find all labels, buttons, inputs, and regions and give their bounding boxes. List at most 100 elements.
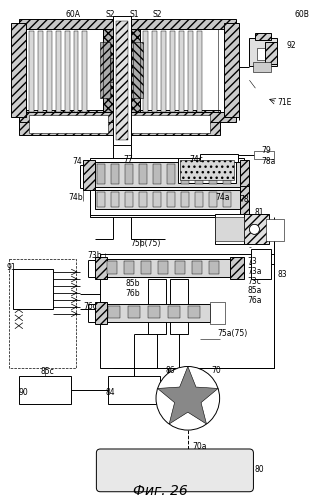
Bar [100,254,274,368]
Bar [95,190,240,210]
Bar [105,259,230,277]
Bar [95,162,240,186]
Text: 78a: 78a [262,157,276,166]
Bar [95,302,107,324]
Bar [143,30,148,112]
Bar [240,186,249,216]
Bar [249,38,277,66]
Bar [19,376,70,404]
Bar [158,261,168,274]
Bar [124,261,134,274]
Bar [26,28,103,112]
Text: 92: 92 [286,41,296,50]
Bar [266,220,284,241]
Bar [38,30,43,112]
Text: 90: 90 [19,388,29,397]
Bar [19,18,236,28]
Bar [167,164,175,184]
Text: S1: S1 [129,10,139,19]
Bar [148,279,166,334]
Bar [116,20,128,140]
Text: 80: 80 [255,466,264,474]
Bar [175,261,185,274]
Circle shape [178,388,198,408]
Bar [223,164,230,184]
Bar [265,42,277,64]
Text: 85b: 85b [126,280,140,288]
Bar [256,32,271,40]
Bar [120,58,130,82]
Text: S2: S2 [106,10,115,19]
Bar [111,192,119,208]
Bar [74,30,79,112]
Bar [120,110,220,135]
Text: 81: 81 [255,208,264,217]
Bar [97,164,105,184]
Text: Фиг. 26: Фиг. 26 [133,484,187,498]
Bar [180,160,234,180]
Text: 73: 73 [248,256,257,266]
Bar [170,279,188,334]
Bar [170,30,175,112]
Bar [111,164,119,184]
Text: 76a: 76a [248,296,262,306]
Bar [125,192,133,208]
Bar [215,218,244,241]
Text: 70a: 70a [192,442,207,450]
Bar [253,62,271,72]
Bar [103,28,140,112]
Text: 71E: 71E [277,98,292,106]
Bar [223,22,238,117]
Bar [90,158,244,218]
Text: 73b: 73b [88,250,102,260]
Bar [139,164,147,184]
Text: 84: 84 [105,388,115,397]
Bar [133,42,143,98]
Bar [130,115,210,133]
Bar [168,306,180,318]
Text: 73a: 73a [248,266,262,276]
Bar [167,192,175,208]
Bar [19,112,236,122]
Bar [153,192,161,208]
Text: 86: 86 [165,366,175,375]
Bar [215,214,244,244]
Bar [110,58,120,82]
Bar [55,30,61,112]
Bar [11,22,26,117]
Text: 75a(75): 75a(75) [218,329,248,338]
Bar [200,154,237,162]
Bar [209,192,217,208]
Text: 77: 77 [123,155,133,164]
Bar [82,30,87,112]
Bar [97,192,105,208]
Bar [257,48,269,60]
Text: 76c: 76c [83,302,97,312]
Bar [100,42,110,98]
Bar [210,302,225,324]
Bar [113,16,131,145]
Text: 60A: 60A [65,10,80,19]
Bar [251,249,271,279]
Bar [209,164,217,184]
Bar [161,30,166,112]
Bar [83,160,95,190]
Bar [148,306,160,318]
Circle shape [249,224,259,234]
Bar [47,30,52,112]
Text: 74c: 74c [189,155,203,164]
Bar [108,376,160,404]
Bar [128,306,140,318]
Circle shape [156,366,220,430]
Bar [153,164,161,184]
Bar [181,192,189,208]
Bar [141,261,151,274]
Bar [107,261,117,274]
Bar [108,306,120,318]
Bar [95,257,107,279]
Bar [195,164,203,184]
Text: 74a: 74a [216,193,230,202]
Text: 78: 78 [240,195,249,204]
Bar [188,30,193,112]
Text: 79: 79 [262,146,271,156]
